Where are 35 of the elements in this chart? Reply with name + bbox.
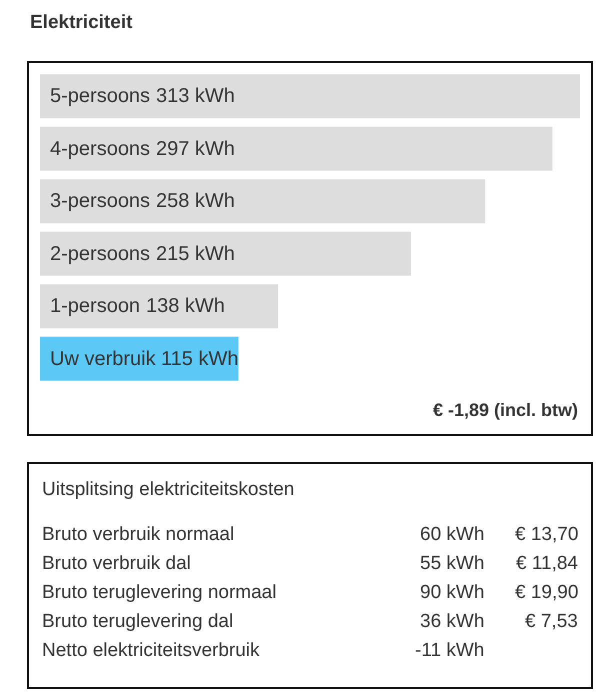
bar <box>40 232 411 276</box>
bar <box>40 179 486 224</box>
text: € 7,53 <box>525 611 578 632</box>
text: € 13,70 <box>515 524 578 545</box>
text: € 19,90 <box>515 582 578 603</box>
bar <box>40 284 278 328</box>
y-tick-label: Uw verbruik <box>50 348 157 370</box>
text: 60 kWh <box>420 524 484 545</box>
category-label: Netto elektriciteitsverbruik <box>42 640 260 661</box>
data-label: 297 kWh <box>156 138 235 160</box>
bar <box>40 126 552 171</box>
text: 36 kWh <box>420 611 484 632</box>
y-tick-label: 3-persoons <box>50 190 150 212</box>
data-label: 138 kWh <box>146 295 225 317</box>
bar <box>40 336 238 381</box>
chart-title: Elektriciteit <box>30 12 134 33</box>
text: -11 kWh <box>415 640 484 661</box>
y-tick-label: 4-persoons <box>50 138 150 160</box>
text: 90 kWh <box>420 582 484 603</box>
y-tick-label: 2-persoons <box>50 243 150 265</box>
bar <box>40 74 580 118</box>
category-label: Bruto teruglevering dal <box>42 611 234 632</box>
category-label: Bruto teruglevering normaal <box>42 582 276 603</box>
category-label: Bruto verbruik normaal <box>42 524 234 545</box>
data-label: 313 kWh <box>156 85 235 107</box>
text: Uitsplitsing elektriciteitskosten <box>42 479 294 500</box>
text: 55 kWh <box>420 553 484 574</box>
text: € 11,84 <box>516 553 578 574</box>
data-label: 258 kWh <box>156 190 235 212</box>
category-label: Bruto verbruik dal <box>42 553 191 574</box>
text: € -1,89 (incl. btw) <box>433 400 578 420</box>
y-tick-label: 5-persoons <box>50 85 150 107</box>
y-tick-label: 1-persoon <box>50 295 140 317</box>
data-label: 115 kWh <box>161 348 238 370</box>
data-label: 215 kWh <box>156 243 235 265</box>
